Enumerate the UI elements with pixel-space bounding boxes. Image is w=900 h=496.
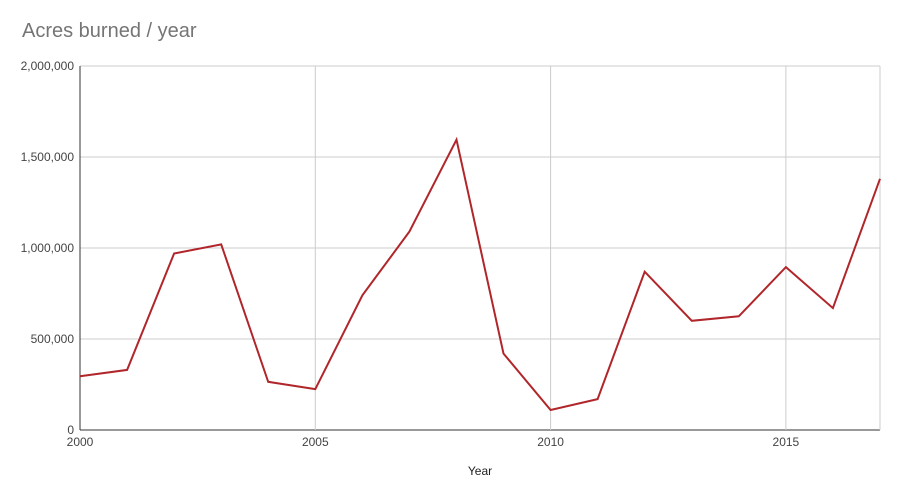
tick-labels: 0 500,000 1,000,000 1,500,000 2,000,000 2000 2… [21, 59, 800, 449]
y-tick-label: 1,500,000 [21, 150, 75, 164]
x-tick-label: 2010 [537, 435, 564, 449]
x-tick-label: 2000 [67, 435, 94, 449]
y-tick-label: 1,000,000 [21, 241, 75, 255]
series-layer [79, 136, 881, 412]
x-tick-label: 2015 [773, 435, 800, 449]
y-tick-label: 500,000 [31, 332, 75, 346]
x-tick-label: 2005 [302, 435, 329, 449]
y-tick-label: 2,000,000 [21, 59, 75, 73]
series-line [79, 136, 881, 412]
y-tick-label: 0 [67, 423, 74, 437]
chart-title: Acres burned / year [22, 20, 197, 42]
x-axis-title: Year [468, 464, 492, 478]
